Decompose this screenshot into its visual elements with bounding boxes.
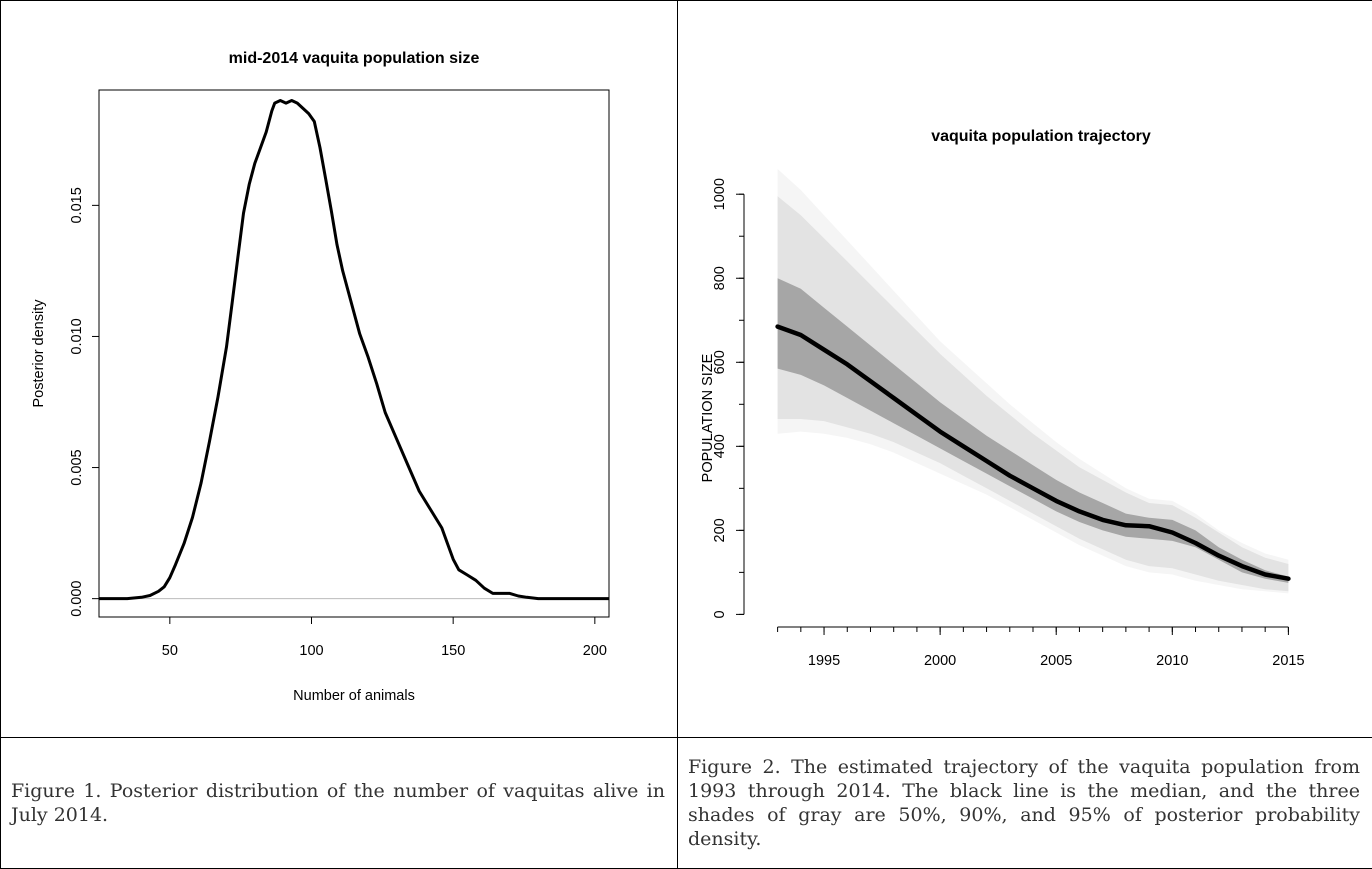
y-tick-label: 0.000 — [69, 580, 85, 616]
x-tick-label: 2000 — [924, 653, 956, 669]
x-tick-label: 2005 — [1040, 653, 1072, 669]
x-tick-label: 150 — [441, 643, 465, 659]
x-tick-label: 50 — [162, 643, 178, 659]
y-tick-label: 600 — [712, 350, 728, 374]
x-tick-label: 2015 — [1272, 653, 1304, 669]
figure-1-caption: Figure 1. Posterior distribution of the … — [0, 737, 678, 869]
median-line — [775, 324, 1291, 581]
plot-frame — [98, 89, 610, 618]
y-tick-label: 0.015 — [69, 187, 85, 223]
y-tick-label: 0 — [712, 610, 728, 618]
bands-group — [777, 169, 1289, 594]
x-tick-label: 2010 — [1156, 653, 1188, 669]
figure-2-cell: vaquita population trajectory 1995 2000 200… — [677, 0, 1372, 738]
x-tick-label: 200 — [583, 643, 607, 659]
posterior-density-chart: mid-2014 vaquita population size 50 100 150… — [31, 50, 610, 704]
chart-title: mid-2014 vaquita population size — [229, 50, 480, 67]
chart-title: vaquita population trajectory — [931, 128, 1151, 145]
density-curve — [99, 99, 609, 601]
y-tick-label: 1000 — [712, 178, 728, 210]
figure-2-caption: Figure 2. The estimated trajectory of th… — [677, 737, 1372, 869]
y-tick-label: 200 — [712, 518, 728, 542]
x-tick-label: 100 — [299, 643, 323, 659]
y-tick-label: 400 — [712, 434, 728, 458]
x-axis-label: Number of animals — [293, 688, 415, 704]
x-tick-label: 1995 — [808, 653, 840, 669]
y-tick-label: 800 — [712, 266, 728, 290]
y-tick-label: 0.010 — [69, 318, 85, 354]
figure-1-cell: mid-2014 vaquita population size 50 100 150… — [0, 0, 678, 738]
y-axis-label: Posterior density — [31, 299, 47, 408]
y-axis-label: POPULATION SIZE — [700, 353, 716, 482]
y-tick-label: 0.005 — [69, 449, 85, 485]
